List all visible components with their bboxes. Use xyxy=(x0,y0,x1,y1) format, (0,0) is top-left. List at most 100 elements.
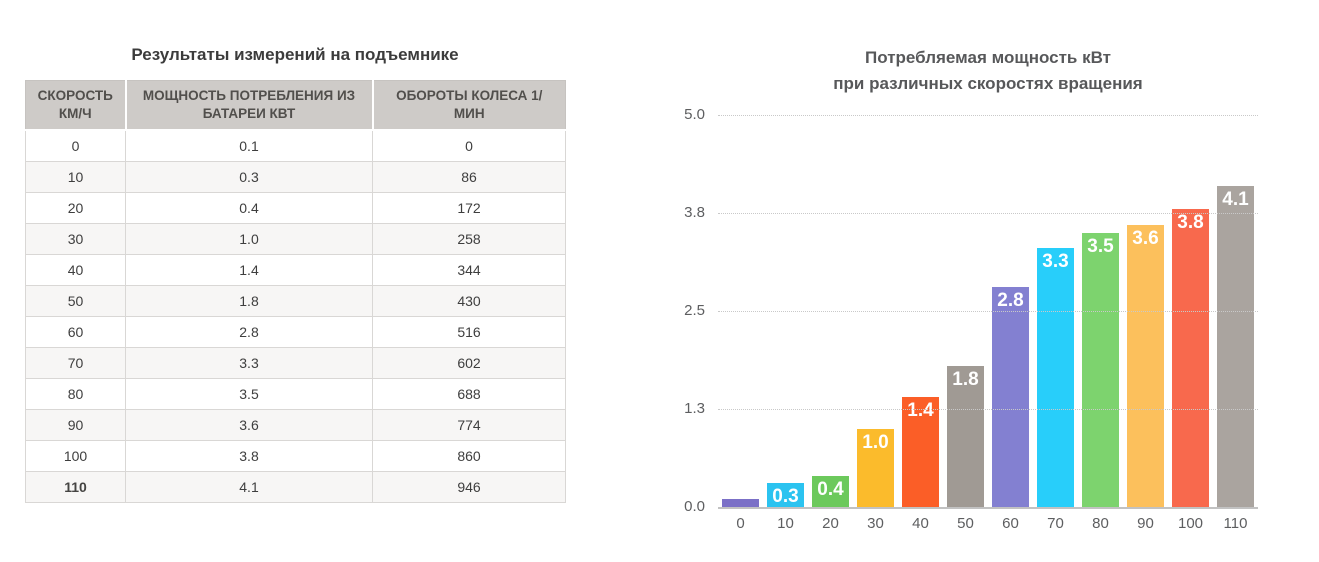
bar-110: 4.1 xyxy=(1217,185,1254,507)
bar-slot: 3.5 xyxy=(1078,232,1123,507)
x-axis-baseline xyxy=(718,507,1258,509)
cell-rpm: 172 xyxy=(372,192,566,224)
bar-value-label: 1.4 xyxy=(907,400,934,422)
bar-60: 2.8 xyxy=(992,287,1029,507)
cell-rpm: 860 xyxy=(372,440,566,472)
cell-power: 1.8 xyxy=(125,285,373,317)
cell-power: 3.6 xyxy=(125,409,373,441)
table-row: 40 1.4 344 xyxy=(25,254,566,286)
cell-speed: 100 xyxy=(25,440,126,472)
table-row: 10 0.3 86 xyxy=(25,161,566,193)
cell-power: 0.3 xyxy=(125,161,373,193)
gridline xyxy=(718,311,1258,312)
cell-speed: 90 xyxy=(25,409,126,441)
measurements-table-panel: Результаты измерений на подъемнике СКОРО… xyxy=(25,45,566,503)
bar-slot: 0.3 xyxy=(763,483,808,507)
bar-10: 0.3 xyxy=(767,483,804,507)
bar-value-label: 3.5 xyxy=(1087,235,1114,257)
table-row: 30 1.0 258 xyxy=(25,223,566,255)
cell-power: 0.1 xyxy=(125,129,373,162)
x-tick-label: 50 xyxy=(957,515,974,532)
chart-title: Потребляемая мощность кВт при различных … xyxy=(718,45,1258,96)
bar-90: 3.6 xyxy=(1127,224,1164,507)
x-tick-label: 110 xyxy=(1223,515,1248,532)
table-row: 110 4.1 946 xyxy=(25,471,566,503)
bar-value-label: 2.8 xyxy=(997,290,1024,312)
col-header-speed: СКОРОСТЬ КМ/Ч xyxy=(25,80,126,131)
bar-slot: 4.1 xyxy=(1213,185,1258,507)
table-header-row: СКОРОСТЬ КМ/Ч МОЩНОСТЬ ПОТРЕБЛЕНИЯ ИЗ БА… xyxy=(25,80,566,131)
gridline xyxy=(718,115,1258,116)
bar-value-label: 3.3 xyxy=(1042,251,1069,273)
col-header-power: МОЩНОСТЬ ПОТРЕБЛЕНИЯ ИЗ БАТАРЕИ КВТ xyxy=(124,80,373,131)
bar-value-label: 1.0 xyxy=(862,431,889,453)
x-tick-label: 100 xyxy=(1177,515,1204,532)
y-tick-label: 2.5 xyxy=(684,302,705,320)
cell-speed: 60 xyxy=(25,316,126,348)
y-tick-label: 1.3 xyxy=(684,400,705,418)
x-axis-labels: 0 10 20 30 40 50 60 70 80 90 100 110 xyxy=(718,515,1258,532)
table-row: 100 3.8 860 xyxy=(25,440,566,472)
cell-speed: 30 xyxy=(25,223,126,255)
gridline xyxy=(718,409,1258,410)
cell-power: 3.3 xyxy=(125,347,373,379)
cell-rpm: 688 xyxy=(372,378,566,410)
x-tick-label: 70 xyxy=(1047,515,1064,532)
cell-rpm: 774 xyxy=(372,409,566,441)
chart-title-line2: при различных скоростях вращения xyxy=(833,73,1143,93)
bar-slot: 2.8 xyxy=(988,287,1033,507)
bars-container: 0.3 0.4 1.0 1.4 1.8 2.8 3.3 3.5 3.6 3.8 4.1 xyxy=(718,115,1258,507)
bar-50: 1.8 xyxy=(947,365,984,507)
x-tick-label: 90 xyxy=(1137,515,1154,532)
bar-value-label: 4.1 xyxy=(1222,188,1249,210)
bar-slot: 3.6 xyxy=(1123,224,1168,507)
x-tick-label: 80 xyxy=(1092,515,1109,532)
table-row: 20 0.4 172 xyxy=(25,192,566,224)
x-tick-label: 60 xyxy=(1002,515,1019,532)
cell-rpm: 430 xyxy=(372,285,566,317)
table-body: 0 0.1 0 10 0.3 86 20 0.4 172 30 1.0 258 40 1.4 344 50 1.… xyxy=(25,129,566,503)
cell-power: 1.4 xyxy=(125,254,373,286)
bar-slot: 1.0 xyxy=(853,428,898,507)
cell-power: 3.5 xyxy=(125,378,373,410)
bar-80: 3.5 xyxy=(1082,232,1119,507)
y-tick-label: 3.8 xyxy=(684,204,705,222)
table-row: 90 3.6 774 xyxy=(25,409,566,441)
bar-slot: 0.4 xyxy=(808,475,853,507)
y-tick-label: 0.0 xyxy=(684,498,705,516)
gridline xyxy=(718,213,1258,214)
chart-title-line1: Потребляемая мощность кВт xyxy=(865,48,1111,67)
bar-40: 1.4 xyxy=(902,397,939,507)
cell-speed: 80 xyxy=(25,378,126,410)
power-chart-panel: Потребляемая мощность кВт при различных … xyxy=(660,45,1300,532)
cell-power: 4.1 xyxy=(125,471,373,503)
cell-power: 1.0 xyxy=(125,223,373,255)
table-row: 70 3.3 602 xyxy=(25,347,566,379)
cell-speed: 10 xyxy=(25,161,126,193)
table-row: 0 0.1 0 xyxy=(25,129,566,162)
cell-speed: 0 xyxy=(25,129,126,162)
x-tick-label: 40 xyxy=(912,515,929,532)
bar-value-label: 3.6 xyxy=(1132,227,1159,249)
cell-power: 3.8 xyxy=(125,440,373,472)
cell-power: 0.4 xyxy=(125,192,373,224)
cell-speed: 40 xyxy=(25,254,126,286)
cell-rpm: 258 xyxy=(372,223,566,255)
cell-speed: 110 xyxy=(25,471,126,503)
table-title: Результаты измерений на подъемнике xyxy=(131,45,459,64)
plot-area: 0.3 0.4 1.0 1.4 1.8 2.8 3.3 3.5 3.6 3.8 4.1 5.0 3.8… xyxy=(684,106,1258,515)
y-tick-label: 5.0 xyxy=(684,106,705,124)
bar-slot: 1.8 xyxy=(943,365,988,507)
bar-70: 3.3 xyxy=(1037,248,1074,507)
cell-rpm: 602 xyxy=(372,347,566,379)
bar-slot: 1.4 xyxy=(898,397,943,507)
bar-value-label: 0.3 xyxy=(772,486,799,508)
bar-slot xyxy=(718,499,763,507)
bar-20: 0.4 xyxy=(812,475,849,507)
cell-rpm: 344 xyxy=(372,254,566,286)
table-row: 50 1.8 430 xyxy=(25,285,566,317)
cell-speed: 20 xyxy=(25,192,126,224)
cell-rpm: 516 xyxy=(372,316,566,348)
cell-rpm: 946 xyxy=(372,471,566,503)
